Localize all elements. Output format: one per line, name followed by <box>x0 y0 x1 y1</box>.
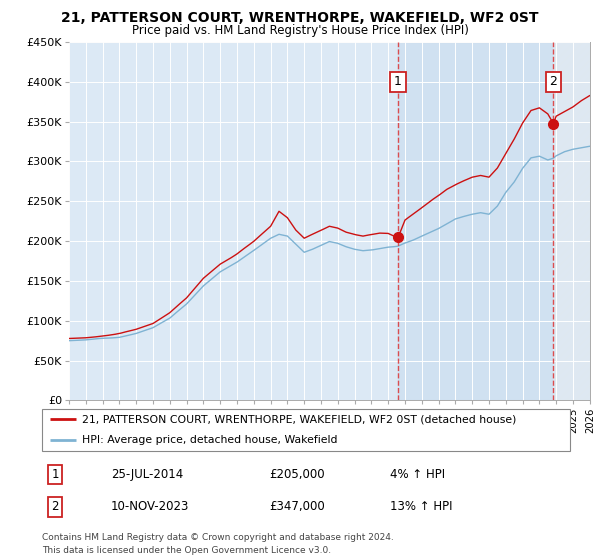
Text: £347,000: £347,000 <box>269 500 325 514</box>
Text: 10-NOV-2023: 10-NOV-2023 <box>110 500 189 514</box>
Text: HPI: Average price, detached house, Wakefield: HPI: Average price, detached house, Wake… <box>82 435 337 445</box>
Text: 21, PATTERSON COURT, WRENTHORPE, WAKEFIELD, WF2 0ST (detached house): 21, PATTERSON COURT, WRENTHORPE, WAKEFIE… <box>82 414 516 424</box>
Text: Price paid vs. HM Land Registry's House Price Index (HPI): Price paid vs. HM Land Registry's House … <box>131 24 469 36</box>
Text: £205,000: £205,000 <box>269 468 325 481</box>
Bar <box>398 42 553 400</box>
Text: 2: 2 <box>52 500 59 514</box>
Text: 25-JUL-2014: 25-JUL-2014 <box>110 468 183 481</box>
Text: 21, PATTERSON COURT, WRENTHORPE, WAKEFIELD, WF2 0ST: 21, PATTERSON COURT, WRENTHORPE, WAKEFIE… <box>61 11 539 25</box>
Text: 2: 2 <box>550 76 557 88</box>
Bar <box>553 42 590 400</box>
Text: 13% ↑ HPI: 13% ↑ HPI <box>391 500 453 514</box>
Text: 1: 1 <box>52 468 59 481</box>
FancyBboxPatch shape <box>42 409 570 451</box>
Text: Contains HM Land Registry data © Crown copyright and database right 2024.
This d: Contains HM Land Registry data © Crown c… <box>42 533 394 556</box>
Text: 1: 1 <box>394 76 402 88</box>
Text: 4% ↑ HPI: 4% ↑ HPI <box>391 468 446 481</box>
